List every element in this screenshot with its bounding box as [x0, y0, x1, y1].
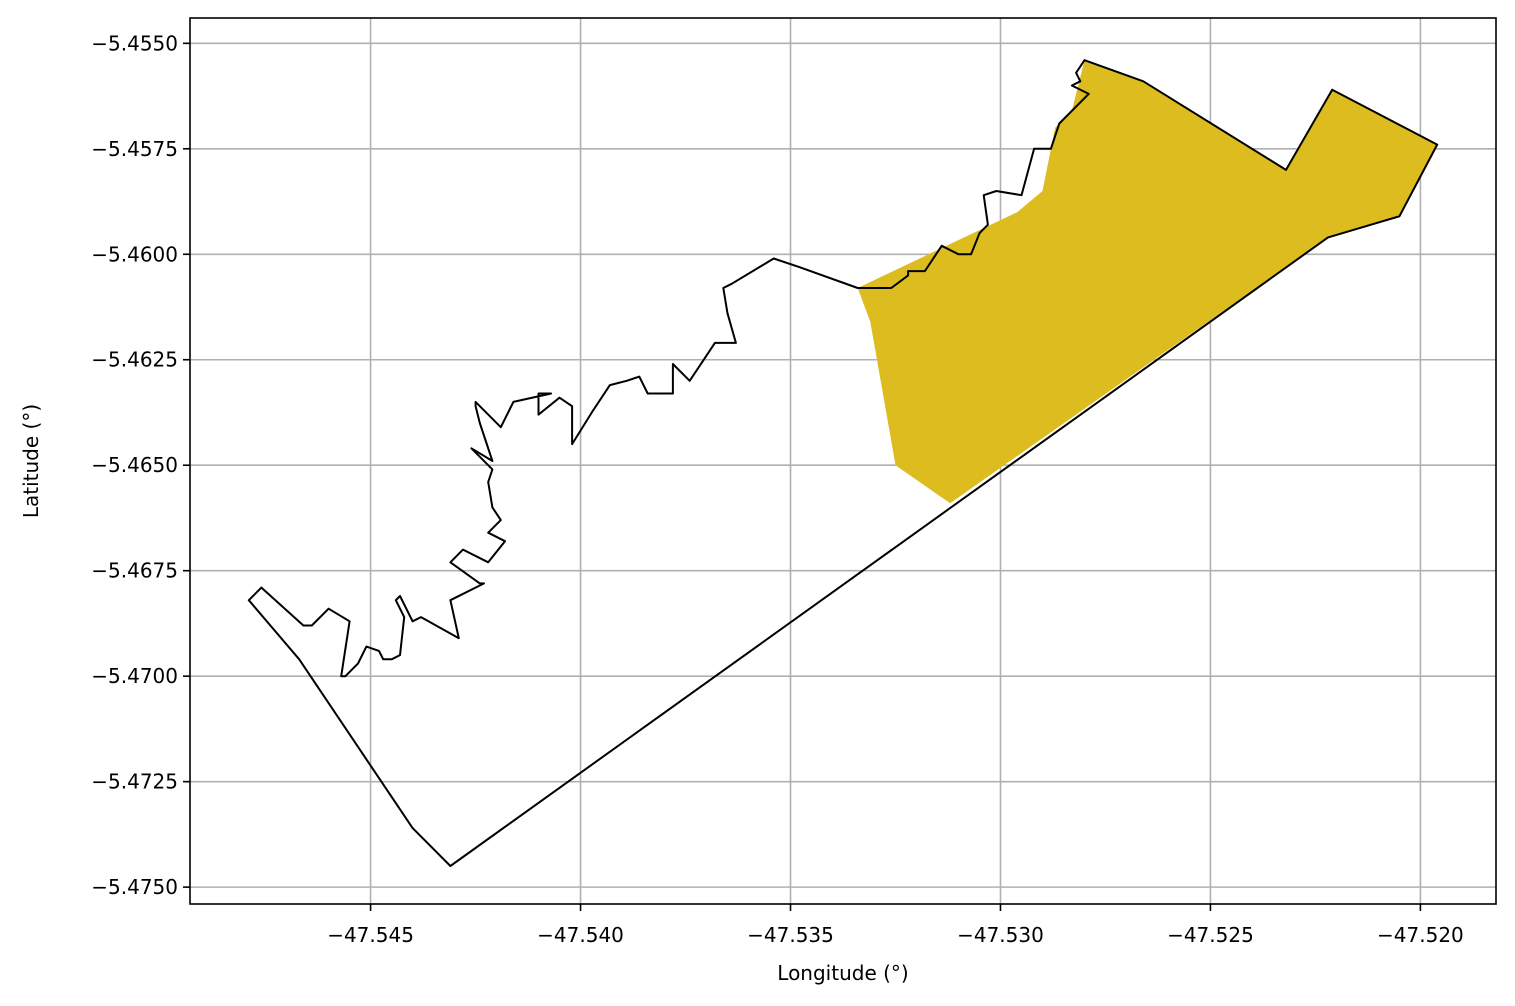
y-tick-label: −5.4675	[91, 559, 178, 583]
plot-frame	[189, 17, 1497, 905]
x-tick-label: −47.530	[957, 923, 1044, 947]
x-axis-ticks: −47.545 −47.540 −47.535 −47.530 −47.525 −47.5…	[327, 904, 1464, 947]
y-tick-label: −5.4750	[91, 875, 178, 899]
y-tick-label: −5.4575	[91, 137, 178, 161]
y-tick-label: −5.4625	[91, 348, 178, 372]
highlighted-region	[857, 60, 1438, 504]
y-tick-label: −5.4550	[91, 31, 178, 55]
x-tick-label: −47.520	[1377, 923, 1464, 947]
y-axis-label: Latitude (°)	[19, 404, 43, 518]
y-tick-label: −5.4700	[91, 664, 178, 688]
x-tick-label: −47.540	[537, 923, 624, 947]
x-tick-label: −47.525	[1167, 923, 1254, 947]
x-axis-label: Longitude (°)	[777, 961, 908, 985]
y-tick-label: −5.4725	[91, 770, 178, 794]
x-tick-label: −47.535	[747, 923, 834, 947]
region-boundary	[247, 59, 1439, 867]
map-data	[247, 59, 1439, 867]
y-tick-label: −5.4650	[91, 453, 178, 477]
y-axis-ticks: −5.4550 −5.4575 −5.4600 −5.4625 −5.4650 −5.46…	[91, 31, 190, 899]
x-tick-label: −47.545	[327, 923, 414, 947]
y-tick-label: −5.4600	[91, 242, 178, 266]
